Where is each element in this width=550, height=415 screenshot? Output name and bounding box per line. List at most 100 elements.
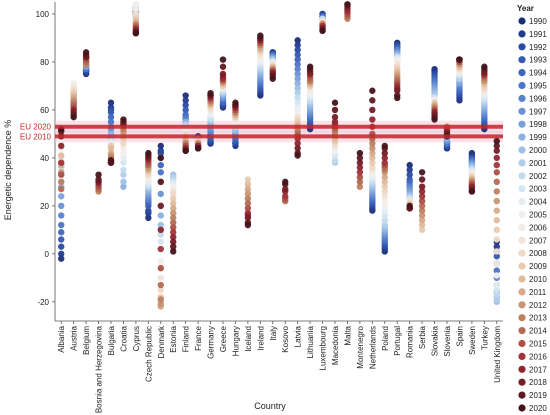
data-point xyxy=(182,101,189,109)
data-point xyxy=(58,193,65,200)
data-point xyxy=(406,171,413,178)
x-tick-label: Denmark xyxy=(157,325,166,358)
data-point xyxy=(294,89,301,97)
data-point xyxy=(418,202,426,210)
data-point xyxy=(294,41,301,49)
data-point xyxy=(58,185,65,193)
legend-label: 2001 xyxy=(529,159,547,168)
data-point xyxy=(493,260,500,267)
y-tick-label: 60 xyxy=(40,106,49,115)
data-point xyxy=(394,94,401,102)
data-point xyxy=(282,185,289,193)
data-point xyxy=(107,145,115,152)
legend-title: Year xyxy=(517,4,534,13)
data-point xyxy=(170,205,177,212)
data-point xyxy=(381,149,388,157)
reference-line-label: EU 2020 xyxy=(20,123,52,132)
legend-swatch xyxy=(518,339,526,348)
data-point xyxy=(58,212,65,219)
legend-swatch xyxy=(518,43,526,51)
data-point xyxy=(170,243,177,250)
data-point xyxy=(456,56,463,63)
legend-label: 2002 xyxy=(529,172,547,181)
data-point xyxy=(157,231,164,238)
data-point xyxy=(219,56,227,63)
data-point xyxy=(356,183,364,190)
data-point xyxy=(58,255,65,262)
data-point xyxy=(157,286,164,294)
data-point xyxy=(58,236,65,243)
legend-swatch xyxy=(518,56,526,64)
legend-swatch xyxy=(518,17,526,25)
data-point xyxy=(157,190,164,198)
data-point xyxy=(294,56,301,63)
data-point xyxy=(493,197,500,205)
x-tick-label: Bosnia and Herzegovina xyxy=(95,325,104,413)
legend-swatch xyxy=(518,236,526,244)
legend-swatch xyxy=(518,69,526,77)
data-point xyxy=(170,214,177,222)
legend-swatch xyxy=(518,107,526,115)
legend-label: 1991 xyxy=(529,30,547,39)
data-point xyxy=(170,195,177,202)
data-point xyxy=(120,145,127,152)
legend-label: 1998 xyxy=(529,120,547,129)
data-point xyxy=(120,178,127,186)
data-point xyxy=(418,207,426,214)
legend-swatch xyxy=(518,172,526,180)
data-point xyxy=(493,207,500,214)
data-point xyxy=(406,166,413,174)
data-point xyxy=(381,154,388,162)
data-point xyxy=(468,188,476,195)
x-tick-label: Iceland xyxy=(244,326,253,352)
x-tick-label: Austria xyxy=(70,325,79,350)
x-tick-label: United Kingdom xyxy=(493,326,502,383)
data-point xyxy=(319,27,326,34)
data-point xyxy=(356,154,364,162)
legend-label: 1994 xyxy=(529,69,547,78)
data-point xyxy=(418,212,426,219)
data-point xyxy=(170,233,177,241)
year-legend: Year 1990 1991 1992 1993 1994 1995 1996 1997 199… xyxy=(517,4,547,413)
data-point xyxy=(418,197,426,205)
legend-label: 1997 xyxy=(529,107,547,116)
x-tick-label: Czech Republic xyxy=(144,326,153,382)
legend-swatch xyxy=(518,391,526,399)
data-point xyxy=(369,154,376,162)
data-point xyxy=(170,229,177,236)
x-tick-label: Malta xyxy=(343,325,352,345)
data-point xyxy=(157,212,164,219)
data-point xyxy=(58,202,65,210)
legend-swatch xyxy=(518,327,526,335)
data-point xyxy=(70,80,77,87)
data-point xyxy=(294,80,301,87)
data-point xyxy=(344,1,351,8)
x-tick-label: Bulgaria xyxy=(107,325,116,355)
data-point xyxy=(157,142,164,150)
data-point xyxy=(493,286,500,294)
legend-swatch xyxy=(518,301,526,309)
data-point xyxy=(157,149,164,157)
x-tick-label: Montenegro xyxy=(356,325,365,368)
data-point xyxy=(406,202,413,210)
data-point xyxy=(157,161,164,169)
data-point xyxy=(493,248,500,255)
data-point xyxy=(120,171,127,178)
data-point xyxy=(157,245,164,253)
data-point xyxy=(493,169,500,176)
x-tick-label: Kosovo xyxy=(281,325,290,352)
data-point xyxy=(269,75,276,82)
legend-label: 2014 xyxy=(529,327,547,336)
data-point xyxy=(369,159,376,166)
data-point xyxy=(107,157,115,164)
legend-swatch xyxy=(518,94,526,102)
data-point xyxy=(493,178,500,186)
data-point xyxy=(493,281,500,289)
data-point xyxy=(369,164,376,171)
data-point xyxy=(294,152,301,159)
data-point xyxy=(170,219,177,226)
data-point xyxy=(232,99,239,106)
y-tick-label: -20 xyxy=(37,298,49,307)
data-point xyxy=(493,272,500,279)
